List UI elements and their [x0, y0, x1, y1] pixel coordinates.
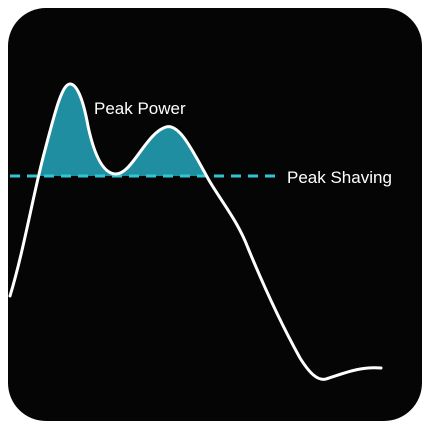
diagram-card: [8, 8, 422, 421]
power-curve: [8, 82, 383, 381]
peak-power-label: Peak Power: [94, 99, 186, 118]
peak-power-area: [10, 84, 205, 176]
peak-shaving-label: Peak Shaving: [287, 168, 392, 187]
